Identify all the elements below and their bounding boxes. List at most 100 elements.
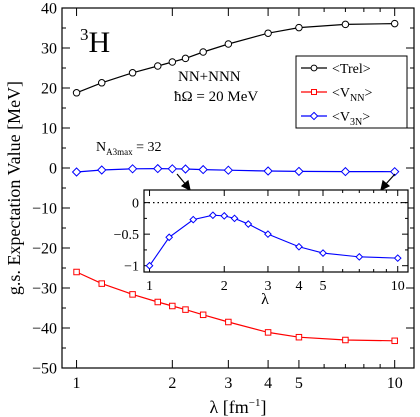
legend-marker (311, 89, 317, 95)
right-pointer-arrow (384, 173, 396, 186)
data-point (342, 336, 349, 344)
data-point (295, 242, 303, 251)
data-point (208, 211, 217, 220)
legend-marker (310, 64, 318, 72)
data-point (264, 230, 272, 239)
data-point (390, 19, 399, 28)
y-tick-label: 10 (41, 121, 57, 138)
data-point (319, 249, 327, 257)
data-point (198, 164, 208, 175)
data-point (393, 254, 402, 263)
x-tick-label: 10 (387, 375, 403, 392)
y-tick-label: 40 (41, 1, 57, 18)
inset-x-axis-label: λ (261, 291, 269, 308)
legend-marker (309, 111, 319, 121)
y-tick-label: −1 (124, 260, 139, 275)
data-point (294, 166, 304, 177)
x-tick-label: 3 (264, 279, 271, 294)
data-point (224, 40, 233, 48)
y-tick-label: 0 (132, 197, 139, 212)
data-point (181, 54, 190, 63)
y-tick-label: −0.5 (114, 228, 139, 243)
data-point (264, 329, 272, 336)
data-point (97, 165, 107, 175)
interaction-annotation: NN+NNN (178, 69, 241, 85)
y-tick-label: −20 (32, 241, 57, 258)
n-a3max-tail: = 32 (133, 140, 162, 155)
x-axis-label: λ [fm−1] (210, 397, 267, 417)
x-tick-label: 2 (221, 279, 228, 294)
inset-series-group (145, 211, 402, 270)
data-point (127, 164, 138, 174)
x-tick-label: 1 (73, 375, 81, 392)
series-line (76, 23, 395, 94)
x-axis-label-sup: −1 (249, 397, 261, 409)
x-tick-label: 3 (224, 375, 232, 392)
n-a3max-annotation: NA3max = 32 (96, 140, 162, 157)
data-point (341, 20, 350, 29)
data-point (220, 211, 229, 220)
y-tick-label: −10 (32, 201, 57, 218)
data-point (391, 337, 398, 345)
data-point (244, 220, 253, 228)
data-point (230, 214, 239, 223)
y-tick-label: −40 (32, 321, 57, 338)
x-tick-label: 10 (391, 279, 405, 294)
data-point (225, 318, 232, 326)
data-point (189, 215, 198, 224)
main-series-group (71, 19, 400, 345)
data-point (73, 268, 80, 276)
data-point (167, 164, 178, 174)
data-point (180, 164, 191, 174)
x-axis-label-main: λ [fm (210, 397, 249, 417)
y-tick-label: −30 (32, 281, 57, 298)
x-tick-label: 2 (168, 375, 176, 392)
legend-label: <Trel> (332, 62, 371, 77)
data-point (169, 302, 176, 310)
data-point (263, 166, 273, 176)
data-point (182, 306, 189, 313)
data-point (154, 62, 162, 70)
data-point (295, 23, 303, 32)
data-point (223, 165, 234, 175)
inset-plot-frame (143, 189, 409, 273)
series-line (76, 167, 395, 173)
data-point (128, 69, 137, 77)
data-point (199, 311, 207, 319)
y-tick-label: 20 (41, 81, 57, 98)
legend-label: <VNN> (332, 86, 372, 104)
data-point (98, 280, 105, 287)
data-point (264, 29, 272, 37)
legend-items: <Trel> <VNN> <V3N> (301, 62, 372, 128)
data-point (295, 333, 303, 341)
data-point (154, 298, 162, 306)
right-pointer-arrowhead (380, 179, 391, 192)
data-point (389, 166, 400, 177)
x-tick-label: 1 (146, 279, 153, 294)
n-a3max-sub: A3max (106, 147, 133, 157)
data-point (97, 79, 106, 87)
data-point (71, 167, 82, 177)
data-point (153, 163, 163, 174)
legend-label: <V3N> (332, 110, 370, 128)
x-axis-label-tail: ] (260, 397, 266, 417)
data-point (340, 166, 351, 177)
hbar-omega-annotation: ħΩ = 20 MeV (174, 89, 258, 105)
data-point (145, 261, 154, 270)
x-tick-label: 5 (320, 279, 327, 294)
y-tick-label: −50 (32, 361, 57, 378)
x-tick-label: 4 (264, 375, 272, 392)
inset-pointer-arrows (176, 173, 396, 192)
nucleus-label: 3H (80, 25, 110, 59)
y-axis-label: g.s. Expectation Value [MeV] (4, 81, 24, 295)
x-tick-label: 4 (295, 279, 302, 294)
data-point (355, 252, 364, 261)
n-a3max-main: N (96, 140, 106, 155)
y-tick-label: 30 (41, 41, 57, 58)
left-pointer-arrowhead (180, 179, 191, 192)
y-tick-label: 0 (49, 161, 57, 178)
nucleus-element: H (89, 26, 111, 59)
legend: <Trel> <VNN> <V3N> (295, 55, 408, 129)
